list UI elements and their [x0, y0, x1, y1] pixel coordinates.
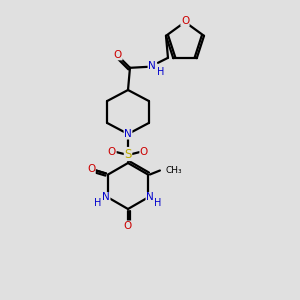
Text: O: O	[124, 221, 132, 231]
Text: CH₃: CH₃	[166, 166, 182, 175]
Text: N: N	[124, 129, 132, 139]
Text: N: N	[102, 193, 110, 202]
Text: O: O	[108, 147, 116, 157]
Text: H: H	[94, 197, 102, 208]
Text: O: O	[114, 50, 122, 60]
Text: O: O	[181, 16, 189, 26]
Text: N: N	[148, 61, 156, 71]
Text: O: O	[140, 147, 148, 157]
Text: O: O	[87, 164, 95, 175]
Text: N: N	[146, 193, 154, 202]
Text: S: S	[124, 148, 132, 160]
Text: H: H	[154, 197, 162, 208]
Text: H: H	[157, 67, 165, 77]
